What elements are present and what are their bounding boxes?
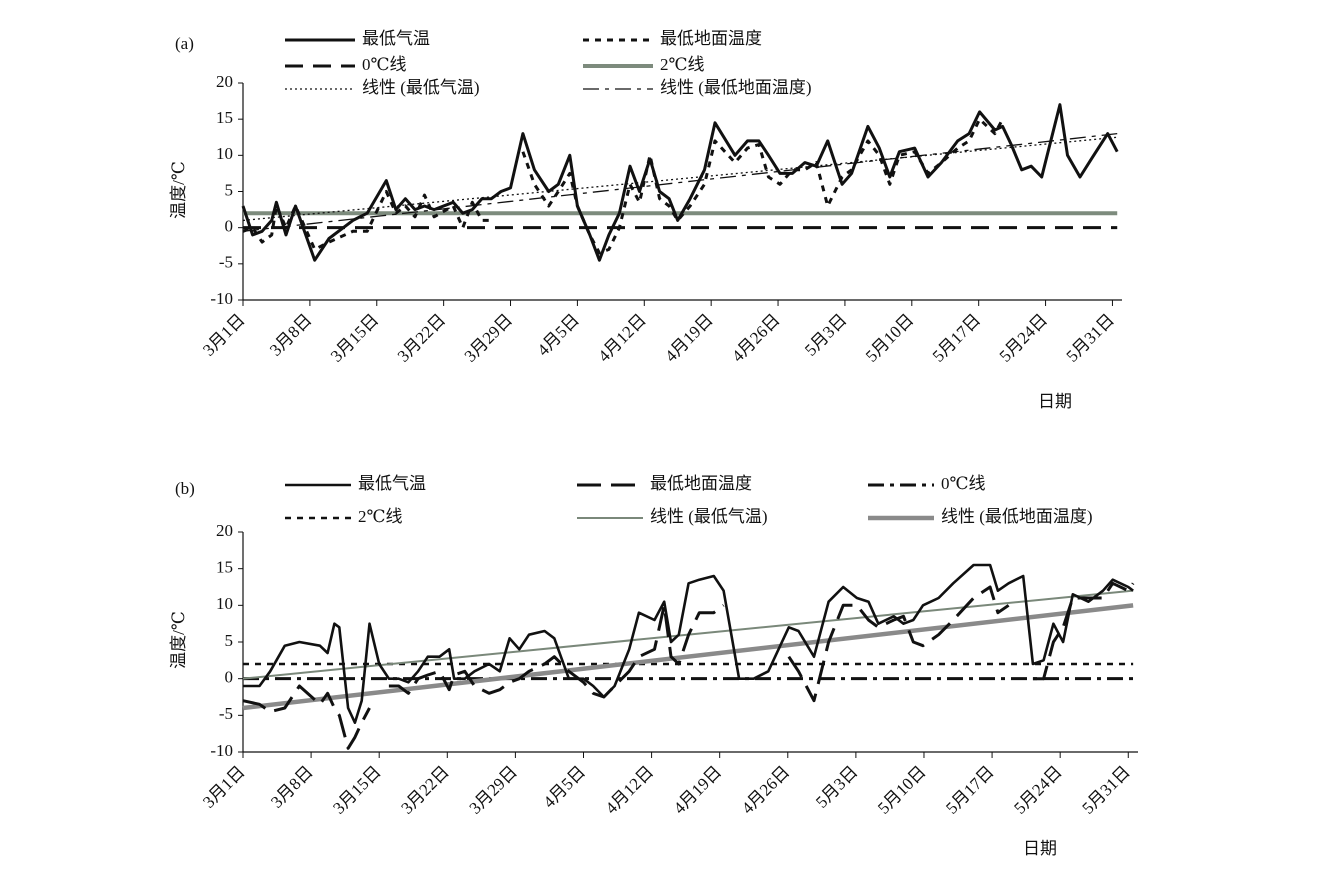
y-tick-label: 15 bbox=[216, 108, 233, 127]
x-tick-label: 4月5日 bbox=[540, 762, 589, 811]
x-tick-label: 5月10日 bbox=[862, 310, 918, 366]
trend-line bbox=[242, 603, 1134, 711]
y-axis-label: 温度/℃ bbox=[169, 161, 188, 219]
legend-label: 最低地面温度 bbox=[660, 29, 762, 48]
legend-label: 线性 (最低地面温度) bbox=[941, 507, 1093, 526]
x-tick-label: 4月12日 bbox=[594, 310, 650, 366]
x-tick-label: 3月22日 bbox=[397, 762, 453, 818]
x-axis-label: 日期 bbox=[1038, 392, 1072, 411]
y-tick-label: -10 bbox=[210, 289, 233, 308]
x-tick-label: 4月26日 bbox=[738, 762, 794, 818]
x-tick-label: 5月31日 bbox=[1078, 762, 1134, 818]
panel-label: (b) bbox=[175, 479, 195, 498]
legend-label: 2℃线 bbox=[660, 55, 705, 74]
x-tick-label: 3月1日 bbox=[199, 310, 248, 359]
legend-label: 最低地面温度 bbox=[650, 474, 752, 493]
x-tick-label: 5月3日 bbox=[801, 310, 850, 359]
x-tick-label: 5月10日 bbox=[874, 762, 930, 818]
x-axis-label: 日期 bbox=[1023, 839, 1057, 858]
trend-line bbox=[242, 132, 1118, 232]
legend-label: 2℃线 bbox=[358, 507, 403, 526]
legend-label: 0℃线 bbox=[941, 474, 986, 493]
series-line bbox=[243, 563, 1134, 724]
legend-label: 线性 (最低气温) bbox=[362, 78, 480, 97]
trend-line bbox=[242, 136, 1118, 222]
y-tick-label: -10 bbox=[210, 741, 233, 760]
y-tick-label: 10 bbox=[216, 144, 233, 163]
legend-label: 线性 (最低气温) bbox=[650, 507, 768, 526]
y-tick-label: 20 bbox=[216, 521, 233, 540]
y-tick-label: 10 bbox=[216, 594, 233, 613]
panel-label: (a) bbox=[175, 34, 194, 53]
x-tick-label: 3月15日 bbox=[327, 310, 383, 366]
series-line bbox=[242, 581, 1135, 750]
x-tick-label: 3月29日 bbox=[465, 762, 521, 818]
x-tick-label: 4月19日 bbox=[670, 762, 726, 818]
y-tick-label: 15 bbox=[216, 558, 233, 577]
y-tick-label: -5 bbox=[219, 253, 233, 272]
legend-label: 最低气温 bbox=[362, 29, 430, 48]
x-tick-label: 5月31日 bbox=[1063, 310, 1119, 366]
y-tick-label: 0 bbox=[225, 217, 234, 236]
x-tick-label: 3月1日 bbox=[199, 762, 248, 811]
x-tick-label: 5月24日 bbox=[996, 310, 1052, 366]
x-tick-label: 3月8日 bbox=[267, 762, 316, 811]
x-tick-label: 5月17日 bbox=[942, 762, 998, 818]
x-tick-label: 5月24日 bbox=[1010, 762, 1066, 818]
y-tick-label: 5 bbox=[225, 631, 234, 650]
legend-label: 0℃线 bbox=[362, 55, 407, 74]
x-tick-label: 4月12日 bbox=[602, 762, 658, 818]
y-tick-label: 5 bbox=[225, 180, 234, 199]
x-tick-label: 3月15日 bbox=[329, 762, 385, 818]
y-tick-label: 0 bbox=[225, 668, 234, 687]
series-line bbox=[241, 103, 1119, 262]
x-tick-label: 3月22日 bbox=[394, 310, 450, 366]
x-tick-label: 5月17日 bbox=[929, 310, 985, 366]
legend-label: 线性 (最低地面温度) bbox=[660, 78, 812, 97]
x-tick-label: 4月19日 bbox=[661, 310, 717, 366]
x-tick-label: 4月26日 bbox=[728, 310, 784, 366]
x-tick-label: 5月3日 bbox=[812, 762, 861, 811]
y-tick-label: -5 bbox=[219, 704, 233, 723]
x-tick-label: 4月5日 bbox=[533, 310, 582, 359]
y-tick-label: 20 bbox=[216, 72, 233, 91]
legend-label: 最低气温 bbox=[358, 474, 426, 493]
series-line bbox=[242, 117, 1004, 255]
x-tick-label: 3月8日 bbox=[266, 310, 315, 359]
y-axis-label: 温度/℃ bbox=[169, 611, 188, 669]
x-tick-label: 3月29日 bbox=[461, 310, 517, 366]
